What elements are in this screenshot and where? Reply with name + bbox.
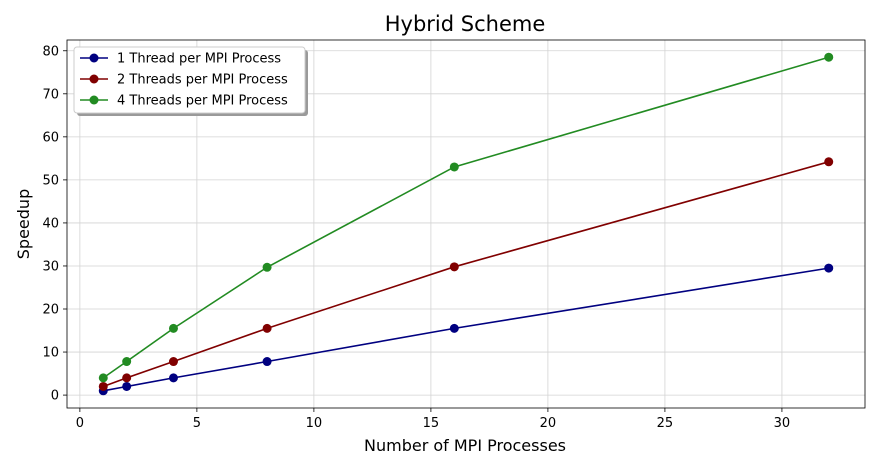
series-line: [102, 56, 829, 379]
y-tick-label: 10: [42, 346, 59, 361]
data-point: [168, 323, 178, 333]
y-tick-label: 80: [42, 44, 59, 59]
data-point: [122, 381, 132, 391]
legend: 1 Thread per MPI Process 2 Threads per MP…: [73, 46, 308, 116]
y-tick-label: 20: [42, 303, 59, 318]
x-tick-label: 5: [193, 416, 201, 431]
data-point: [98, 373, 108, 383]
legend-item: 4 Threads per MPI Process: [80, 94, 288, 109]
x-tick-label: 30: [774, 416, 791, 431]
x-axis-label: Number of MPI Processes: [364, 436, 566, 455]
legend-label: 4 Threads per MPI Process: [117, 94, 288, 109]
x-tick-label: 20: [540, 416, 557, 431]
legend-item: 1 Thread per MPI Process: [80, 52, 281, 67]
series-line: [103, 267, 829, 392]
chart-title: Hybrid Scheme: [385, 12, 546, 36]
data-point: [824, 52, 834, 62]
data-point: [98, 381, 108, 391]
x-tick-label: 15: [423, 416, 440, 431]
grid: [67, 40, 865, 408]
y-tick-label: 70: [42, 87, 59, 102]
y-tick-label: 60: [42, 130, 59, 145]
data-point: [168, 373, 178, 383]
series-line: [102, 161, 829, 388]
data-point: [122, 357, 132, 367]
data-point: [449, 162, 459, 172]
data-point: [262, 357, 272, 367]
y-tick-label: 30: [42, 259, 59, 274]
data-point: [262, 262, 272, 272]
y-tick-label: 50: [42, 173, 59, 188]
y-tick-label: 40: [42, 216, 59, 231]
legend-label: 1 Thread per MPI Process: [117, 52, 281, 67]
y-axis-label: Speedup: [14, 189, 33, 259]
legend-marker: [89, 74, 99, 84]
x-axis: 0 5 10 15 20 25 30: [76, 408, 790, 431]
data-point: [449, 323, 459, 333]
data-point: [449, 262, 459, 272]
data-point: [824, 263, 834, 273]
y-tick-label: 0: [51, 389, 59, 404]
legend-label: 2 Threads per MPI Process: [117, 73, 288, 88]
data-point: [262, 323, 272, 333]
series-2: [98, 157, 834, 391]
data-point: [122, 373, 132, 383]
series-layer: [98, 52, 834, 396]
x-tick-label: 25: [657, 416, 674, 431]
series-3: [98, 52, 834, 383]
x-tick-label: 0: [76, 416, 84, 431]
plot-frame: [66, 39, 866, 409]
x-tick-label: 10: [306, 416, 323, 431]
legend-marker: [89, 53, 99, 63]
series-1: [98, 263, 834, 396]
data-point: [824, 157, 834, 167]
legend-item: 2 Threads per MPI Process: [80, 73, 288, 88]
data-point: [168, 357, 178, 367]
legend-marker: [89, 95, 99, 105]
y-axis: 0 10 20 30 40 50 60 70 80: [42, 44, 67, 404]
legend-box: [73, 46, 306, 114]
